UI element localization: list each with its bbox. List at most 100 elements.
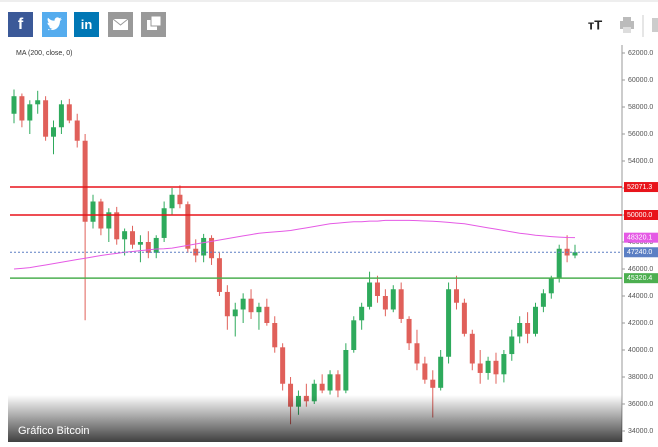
candle-body — [185, 204, 191, 249]
candle-body — [27, 104, 33, 121]
y-tick-label: 54000.0 — [628, 158, 653, 165]
candle-body — [548, 278, 554, 294]
linkedin-icon: in — [81, 17, 93, 32]
candle-body — [11, 96, 17, 114]
candle-body — [209, 237, 215, 259]
chart: MA (200, close, 0) 34000.0 36000.0 38000.0… — [10, 45, 658, 442]
candle-body — [145, 242, 151, 253]
candle-body — [367, 282, 373, 307]
candle-body — [382, 296, 388, 310]
y-tick-label: 58000.0 — [628, 104, 653, 111]
moving-average — [13, 219, 576, 270]
price-tag-label: 48320.1 — [627, 235, 652, 242]
candle-body — [532, 306, 538, 334]
candle-body — [477, 363, 483, 373]
candle-body — [74, 120, 80, 141]
candle-body — [264, 306, 270, 323]
candle-body — [335, 374, 341, 391]
candle-body — [509, 336, 515, 355]
candle-body — [343, 350, 349, 391]
candle-body — [177, 194, 183, 205]
candle-body — [240, 298, 246, 310]
candle-body — [19, 96, 25, 121]
candle-body — [374, 282, 380, 296]
price-tag — [624, 210, 658, 220]
y-tick-label: 34000.0 — [628, 428, 653, 435]
candle-body — [201, 237, 207, 256]
candle-body — [106, 212, 112, 229]
candle-body — [153, 237, 159, 253]
candle-body — [327, 374, 333, 391]
price-tag-label: 50000.0 — [627, 212, 652, 219]
candle-body — [224, 291, 230, 317]
candle-body — [485, 360, 491, 373]
candle-body — [438, 356, 444, 388]
y-tick-label: 56000.0 — [628, 131, 653, 138]
y-tick-label: 46000.0 — [628, 266, 653, 273]
bookmark-button[interactable] — [652, 18, 658, 32]
candle-body — [216, 258, 222, 292]
candle-body — [540, 293, 546, 307]
indicator-label: MA (200, close, 0) — [16, 50, 72, 57]
candle-body — [414, 343, 420, 364]
twitter-icon — [47, 17, 62, 31]
candle-body — [137, 242, 143, 245]
candle-body — [232, 309, 238, 317]
price-tag — [624, 273, 658, 284]
share-twitter[interactable] — [42, 12, 67, 37]
price-tag — [624, 247, 658, 258]
candle-body — [572, 252, 578, 256]
y-tick-label: 36000.0 — [628, 401, 653, 408]
candle-body — [390, 289, 396, 310]
candle-body — [311, 383, 317, 402]
caption-band — [8, 395, 622, 442]
caption: Gráfico Bitcoin — [18, 425, 90, 437]
candle-body — [406, 318, 412, 344]
facebook-icon: f — [18, 16, 24, 33]
candle-body — [248, 298, 254, 313]
candle-body — [114, 212, 120, 240]
print-button[interactable] — [620, 17, 634, 33]
y-tick-label: 40000.0 — [628, 347, 653, 354]
candle-body — [51, 127, 57, 137]
candle-body — [169, 194, 175, 209]
candle-body — [461, 302, 467, 334]
candle-body — [493, 360, 499, 375]
candle-body — [161, 208, 167, 238]
candle-body — [453, 289, 459, 303]
share-email[interactable] — [108, 12, 133, 37]
price-tag-label: 52071.3 — [627, 184, 652, 191]
price-tag-label: 45320.4 — [627, 275, 652, 282]
candle-body — [58, 104, 64, 128]
share-linkedin[interactable]: in — [74, 12, 99, 37]
y-tick-label: 62000.0 — [628, 50, 653, 57]
candle-body — [525, 323, 531, 334]
y-tick-label: 38000.0 — [628, 374, 653, 381]
y-tick-label: 44000.0 — [628, 293, 653, 300]
price-tag — [624, 182, 658, 193]
font-size-button[interactable]: тT — [588, 17, 602, 32]
candle-body — [446, 289, 452, 357]
candle-body — [422, 363, 428, 380]
copy-link[interactable] — [141, 12, 166, 37]
y-tick-label: 60000.0 — [628, 77, 653, 84]
candle-body — [43, 100, 49, 137]
candle-body — [130, 231, 136, 245]
candle-body — [359, 306, 365, 321]
candle-body — [556, 248, 562, 279]
candle-body — [319, 383, 325, 391]
candle-body — [430, 379, 436, 388]
share-facebook[interactable]: f — [8, 12, 33, 37]
candle-body — [90, 201, 96, 222]
candle-body — [82, 140, 88, 222]
candle-body — [501, 354, 507, 375]
price-tag — [624, 232, 658, 243]
y-tick-label: 42000.0 — [628, 320, 653, 327]
price-tag-label: 47240.0 — [627, 249, 652, 256]
candle-body — [272, 323, 278, 348]
candle-body — [351, 320, 357, 350]
candle-body — [517, 323, 523, 337]
candle-body — [35, 100, 41, 105]
